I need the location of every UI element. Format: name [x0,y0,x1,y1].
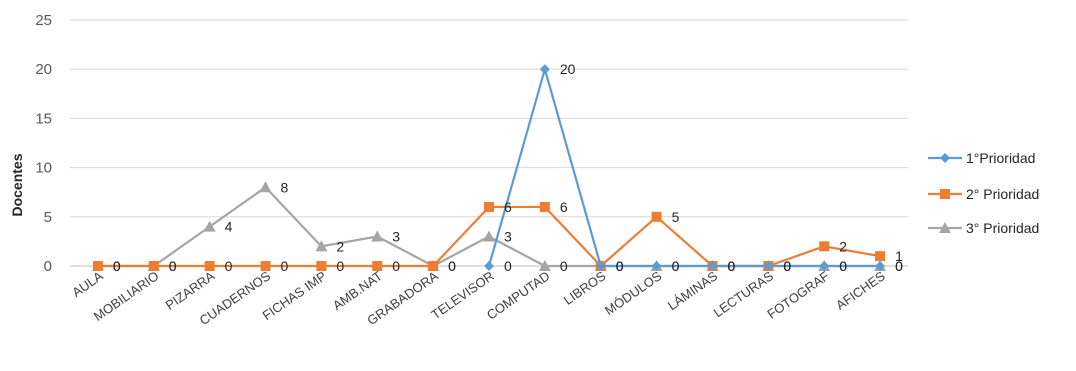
y-tick-label: 20 [35,61,52,78]
data-label: 1 [895,248,903,264]
data-point [539,201,550,212]
data-label: 0 [727,258,735,274]
data-label: 0 [560,258,568,274]
data-label: 3 [504,228,512,244]
data-point [316,261,327,271]
data-point [428,261,439,271]
x-tick-label: COMPUTAD [484,268,553,322]
data-label: 2 [839,238,847,254]
data-label: 4 [225,219,233,235]
data-label: 0 [672,258,680,274]
legend-marker [940,189,950,199]
data-label: 0 [448,258,456,274]
data-point [651,211,662,222]
legend-item: 3° Prioridad [928,220,1039,236]
x-tick-label: AFICHES [833,268,888,313]
x-tick-label: LIBROS [561,268,609,308]
data-label: 5 [672,209,680,225]
legend-label: 1°Prioridad [966,150,1035,166]
y-tick-label: 0 [44,258,52,275]
data-label: 0 [616,258,624,274]
data-point [651,261,662,271]
data-label: 0 [336,258,344,274]
data-point [875,251,886,262]
gridlines [70,19,908,267]
data-label: 0 [727,258,735,274]
data-point [538,260,551,271]
y-tick-label: 15 [35,110,52,127]
data-point [819,241,830,252]
data-label: 0 [783,258,791,274]
data-label: 0 [616,258,624,274]
x-tick-label: FOTOGRAF [764,268,832,322]
data-label: 0 [616,258,624,274]
data-point [372,261,383,271]
legend: 1°Prioridad 2° Prioridad 3° Prioridad [928,150,1039,236]
series-line [487,68,881,268]
legend-label: 3° Prioridad [966,220,1039,236]
data-label: 0 [783,258,791,274]
data-label: 0 [727,258,735,274]
data-label: 6 [560,199,568,215]
data-label: 0 [783,258,791,274]
y-tick-label: 5 [44,209,52,226]
data-point [259,181,272,193]
y-tick-label: 25 [35,12,52,29]
data-point [484,261,494,271]
data-point [92,261,103,271]
data-point [763,261,774,271]
data-label: 0 [672,258,680,274]
data-label: 20 [560,61,576,77]
data-label: 0 [448,258,456,274]
data-point [707,261,718,271]
data-label: 0 [895,258,903,274]
data-point [260,261,271,271]
series-group [91,64,887,271]
data-point [483,230,495,242]
series-1 [484,64,886,271]
data-point [539,64,550,75]
data-point [148,261,159,271]
data-label: 6 [504,199,512,215]
data-label: 0 [169,258,177,274]
data-label: 0 [504,258,512,274]
data-point [204,261,215,271]
data-label: 0 [113,258,121,274]
legend-item: 2° Prioridad [928,186,1039,202]
data-label: 2 [336,238,344,254]
data-point [595,261,606,271]
legend-label: 2° Prioridad [966,186,1039,202]
x-tick-label: MÓDULOS [602,268,665,318]
data-label: 0 [392,258,400,274]
data-point [484,201,494,212]
series-line [97,186,881,268]
data-point [875,261,886,271]
data-point [819,261,830,271]
legend-item: 1°Prioridad [928,150,1035,166]
legend-marker [940,153,950,163]
data-label: 0 [169,258,177,274]
data-label: 0 [281,258,289,274]
legend-marker [939,222,951,233]
y-tick-label: 10 [35,160,52,177]
data-label: 8 [281,179,289,195]
data-label: 0 [839,258,847,274]
data-label: 0 [113,258,121,274]
y-axis-ticks: 0 5 10 15 20 25 [35,12,52,275]
x-tick-label: AULA [69,268,106,300]
data-label: 0 [225,258,233,274]
data-point [203,220,216,232]
data-point [371,230,384,242]
y-axis-label: Docentes [9,153,25,216]
data-point [315,240,328,252]
data-label: 0 [839,258,847,274]
data-label: 0 [895,258,903,274]
series-3 [91,181,887,271]
data-label: 3 [392,228,400,244]
